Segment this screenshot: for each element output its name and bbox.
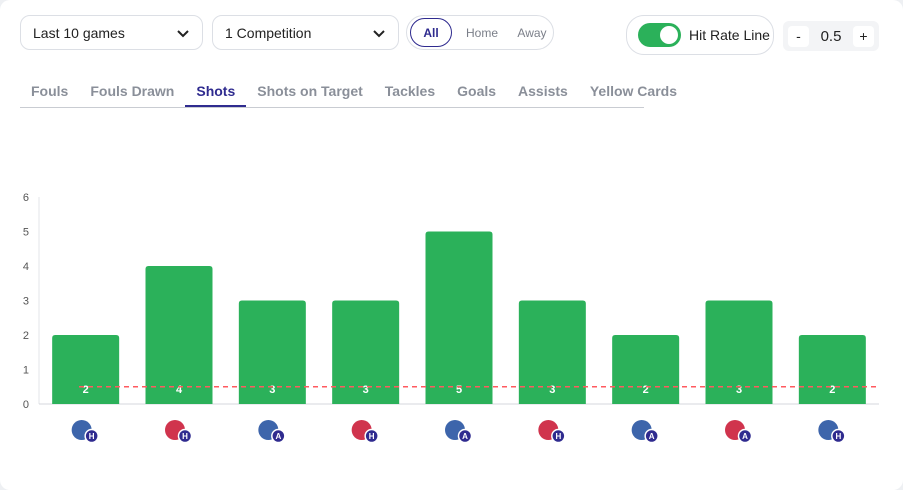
tab-yellow-cards[interactable]: Yellow Cards [589, 83, 677, 99]
bar[interactable] [425, 231, 493, 405]
hit-rate-stepper: - 0.5 + [783, 21, 879, 51]
bar[interactable] [52, 335, 120, 404]
y-tick-label: 1 [23, 365, 29, 377]
tab-assists[interactable]: Assists [518, 83, 568, 99]
games-dropdown[interactable]: Last 10 games [20, 15, 203, 50]
venue-badge-label: A [649, 432, 655, 441]
hit-rate-control: Hit Rate Line [626, 15, 774, 55]
bar-value-label: 3 [736, 384, 742, 396]
venue-badge-label: H [89, 432, 95, 441]
hit-rate-toggle[interactable] [638, 23, 681, 47]
hit-rate-label: Hit Rate Line [689, 27, 770, 43]
hit-rate-value: 0.5 [820, 27, 842, 45]
bar[interactable] [332, 300, 400, 405]
bar-value-label: 3 [269, 384, 275, 396]
venue-badge-label: A [462, 432, 468, 441]
tab-shots-on-target[interactable]: Shots on Target [257, 83, 363, 99]
venue-badge [831, 428, 846, 444]
bar-value-label: 2 [829, 384, 835, 396]
venue-badge [457, 428, 473, 444]
venue-badge [551, 428, 566, 444]
games-dropdown-label: Last 10 games [33, 24, 125, 41]
venue-badge-label: H [555, 432, 561, 441]
venue-badge [644, 428, 659, 444]
tab-fouls-drawn[interactable]: Fouls Drawn [90, 83, 175, 99]
increment-button[interactable]: + [852, 25, 874, 47]
bar[interactable] [798, 335, 866, 404]
competition-dropdown-label: 1 Competition [225, 24, 312, 41]
venue-badge [84, 428, 99, 444]
venue-badge-label: H [182, 432, 188, 441]
toggle-knob [660, 26, 678, 44]
chevron-down-icon [373, 29, 385, 37]
venue-badge-label: A [275, 432, 281, 441]
y-tick-label: 0 [23, 399, 29, 411]
venue-badge-label: H [835, 432, 841, 441]
tab-shots[interactable]: Shots [185, 76, 247, 107]
venue-badge [271, 428, 286, 444]
venue-away-option[interactable]: Away [517, 25, 547, 40]
stat-tabs: Fouls Fouls Drawn Shots Shots on Target … [20, 76, 677, 108]
y-tick-label: 6 [23, 192, 29, 204]
bar[interactable] [705, 300, 773, 405]
y-tick-label: 3 [23, 296, 29, 308]
bar-value-label: 3 [363, 384, 369, 396]
decrement-button[interactable]: - [788, 25, 809, 47]
bar[interactable] [145, 266, 213, 404]
bar-value-label: 2 [643, 384, 649, 396]
venue-badge-label: A [742, 432, 748, 441]
tab-tackles[interactable]: Tackles [384, 83, 436, 99]
y-tick-label: 4 [23, 261, 29, 273]
venue-badge [364, 428, 379, 444]
venue-badge [177, 428, 193, 444]
bar-value-label: 4 [176, 384, 183, 396]
bar[interactable] [238, 300, 306, 405]
chevron-down-icon [177, 29, 189, 37]
bar[interactable] [518, 300, 586, 405]
tab-goals[interactable]: Goals [457, 83, 497, 99]
bar-value-label: 5 [456, 384, 462, 396]
bar-value-label: 2 [83, 384, 89, 396]
venue-badge [737, 428, 753, 444]
shots-bar-chart: 0 1 2 3 4 5 6 2 H 4 H 3 A 3 H 5 A 3 H 2 A 3 A 2 H [23, 192, 879, 444]
tab-fouls[interactable]: Fouls [31, 83, 69, 99]
y-tick-label: 5 [23, 227, 29, 239]
competition-dropdown[interactable]: 1 Competition [212, 15, 399, 50]
venue-home-option[interactable]: Home [465, 25, 498, 40]
venue-all-option[interactable]: All [410, 18, 452, 47]
venue-badge-label: H [369, 432, 375, 441]
venue-toggle-group: All Home Away [406, 15, 554, 50]
y-tick-label: 2 [23, 330, 29, 342]
bar-value-label: 3 [549, 384, 555, 396]
